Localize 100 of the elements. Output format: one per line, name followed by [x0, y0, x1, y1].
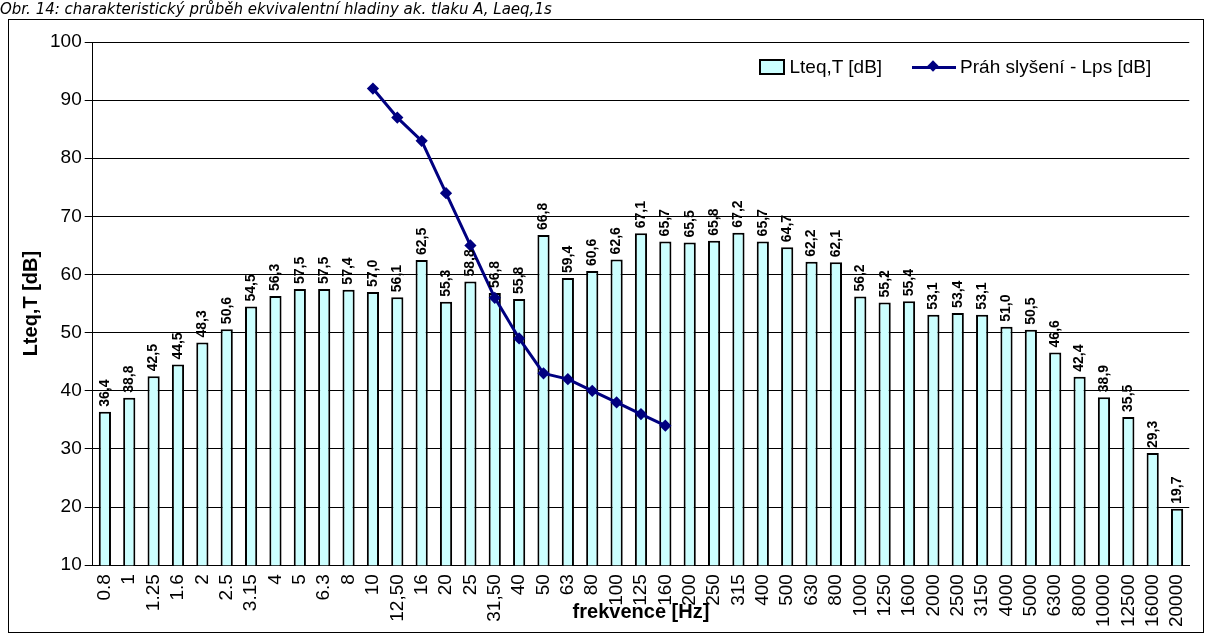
x-tick-label: 1600 [897, 574, 919, 617]
data-label: 65,7 [753, 208, 770, 237]
y-tick-label: 100 [50, 30, 82, 52]
x-tick-label: 2 [190, 574, 212, 585]
y-tick-label: 70 [60, 204, 82, 226]
data-label: 60,6 [583, 238, 600, 267]
data-label: 62,1 [826, 229, 843, 258]
data-label: 65,7 [656, 208, 673, 237]
data-label: 62,6 [607, 226, 624, 255]
x-tick-label: 20000 [1165, 574, 1187, 628]
x-tick-label: 16 [409, 574, 431, 596]
data-label: 29,3 [1143, 420, 1160, 448]
point [586, 385, 598, 397]
data-label: 38,9 [1094, 364, 1111, 393]
data-label: 51,0 [997, 294, 1014, 322]
x-tick-label: 10000 [1092, 574, 1114, 628]
data-label: 56,3 [266, 263, 283, 292]
point [635, 408, 647, 420]
point [562, 373, 574, 385]
data-label: 64,7 [778, 214, 795, 243]
x-tick-label: 12,50 [385, 574, 407, 622]
x-tick-label: 2500 [945, 574, 967, 617]
x-tick-label: 80 [580, 574, 602, 596]
data-label: 38,8 [120, 365, 137, 393]
point [513, 332, 525, 344]
chart-title: Obr. 14: charakteristický průběh ekvivalentní hladiny ak. tlaku A, Laeq,1s [0, 0, 552, 18]
x-tick-label: 16000 [1140, 574, 1162, 628]
x-tick-label: 1.6 [166, 574, 188, 601]
data-label: 54,5 [241, 274, 258, 302]
data-label: 57,0 [363, 259, 380, 287]
point [391, 112, 403, 124]
x-tick-label: 5 [288, 574, 310, 585]
data-label: 59,4 [558, 245, 575, 274]
x-tick-label: 500 [775, 574, 797, 606]
y-tick-label: 20 [60, 495, 82, 517]
x-tick-label: 1.25 [141, 574, 163, 612]
x-tick-label: 4 [263, 573, 285, 585]
point [659, 420, 671, 432]
point [440, 187, 452, 199]
data-label: 53,4 [948, 280, 965, 308]
x-tick-label: 3.15 [239, 574, 261, 612]
x-tick-label: 100 [604, 574, 626, 606]
x-tick-label: 8000 [1067, 574, 1089, 617]
y-tick-label: 80 [60, 146, 82, 168]
x-tick-label: 20 [434, 574, 456, 596]
legend-label: Práh slyšení - Lps [dB] [960, 56, 1152, 78]
data-label: 56,1 [388, 264, 405, 293]
data-label: 53,1 [924, 282, 941, 310]
data-label: 62,5 [412, 227, 429, 255]
data-label: 57,5 [290, 256, 307, 285]
x-tick-label: 6300 [1043, 574, 1065, 617]
data-label: 53,1 [972, 282, 989, 310]
data-label: 62,2 [802, 229, 819, 257]
x-tick-label: 1250 [872, 574, 894, 617]
data-label: 46,6 [1046, 319, 1063, 348]
data-label: 50,6 [217, 296, 234, 325]
x-tick-label: 63 [556, 574, 578, 596]
data-label: 19,7 [1167, 476, 1184, 504]
x-tick-label: 40 [507, 574, 529, 596]
data-label: 42,4 [1070, 344, 1087, 372]
x-tick-label: 31,50 [483, 574, 504, 622]
data-label: 55,3 [436, 269, 453, 297]
x-tick-label: 12500 [1116, 574, 1138, 628]
x-tick-label: 0.8 [93, 574, 115, 601]
data-label: 57,4 [339, 257, 356, 285]
data-label: 65,8 [704, 208, 721, 236]
x-tick-label: 125 [629, 574, 651, 606]
x-tick-label: 800 [824, 574, 846, 606]
data-label: 56,2 [851, 264, 868, 292]
x-tick-label: 400 [751, 574, 773, 606]
x-tick-label: 3150 [970, 574, 992, 617]
data-label: 55,8 [510, 266, 526, 294]
point [611, 396, 623, 408]
data-label: 42,5 [144, 343, 161, 372]
point [367, 83, 379, 94]
data-label: 57,5 [315, 256, 332, 285]
x-tick-label: 315 [726, 574, 748, 606]
y-tick-label: 40 [60, 379, 82, 401]
x-tick-label: 2.5 [214, 574, 236, 601]
y-tick-label: 50 [60, 320, 82, 342]
y-tick-label: 30 [60, 437, 82, 459]
data-label: 55,2 [875, 269, 892, 298]
x-tick-label: 5000 [1019, 574, 1041, 617]
x-tick-label: 25 [458, 574, 480, 596]
legend-label: Lteq,T [dB] [789, 56, 883, 78]
data-label: 44,5 [168, 332, 185, 360]
x-tick-label: 8 [336, 574, 358, 585]
x-tick-label: 6.3 [312, 574, 334, 601]
y-axis-title: Lteq,T [dB] [18, 250, 41, 357]
x-tick-label: 630 [799, 574, 821, 606]
x-tick-label: 2000 [921, 574, 943, 617]
data-label: 36,4 [95, 379, 112, 407]
point [416, 135, 428, 147]
x-tick-label: 50 [531, 574, 553, 596]
x-tick-label: 10 [361, 574, 383, 596]
y-tick-label: 60 [60, 262, 82, 284]
data-label: 50,5 [1021, 297, 1038, 325]
data-label: 55,4 [899, 268, 916, 297]
point [489, 292, 501, 304]
x-tick-label: 1 [117, 574, 139, 585]
